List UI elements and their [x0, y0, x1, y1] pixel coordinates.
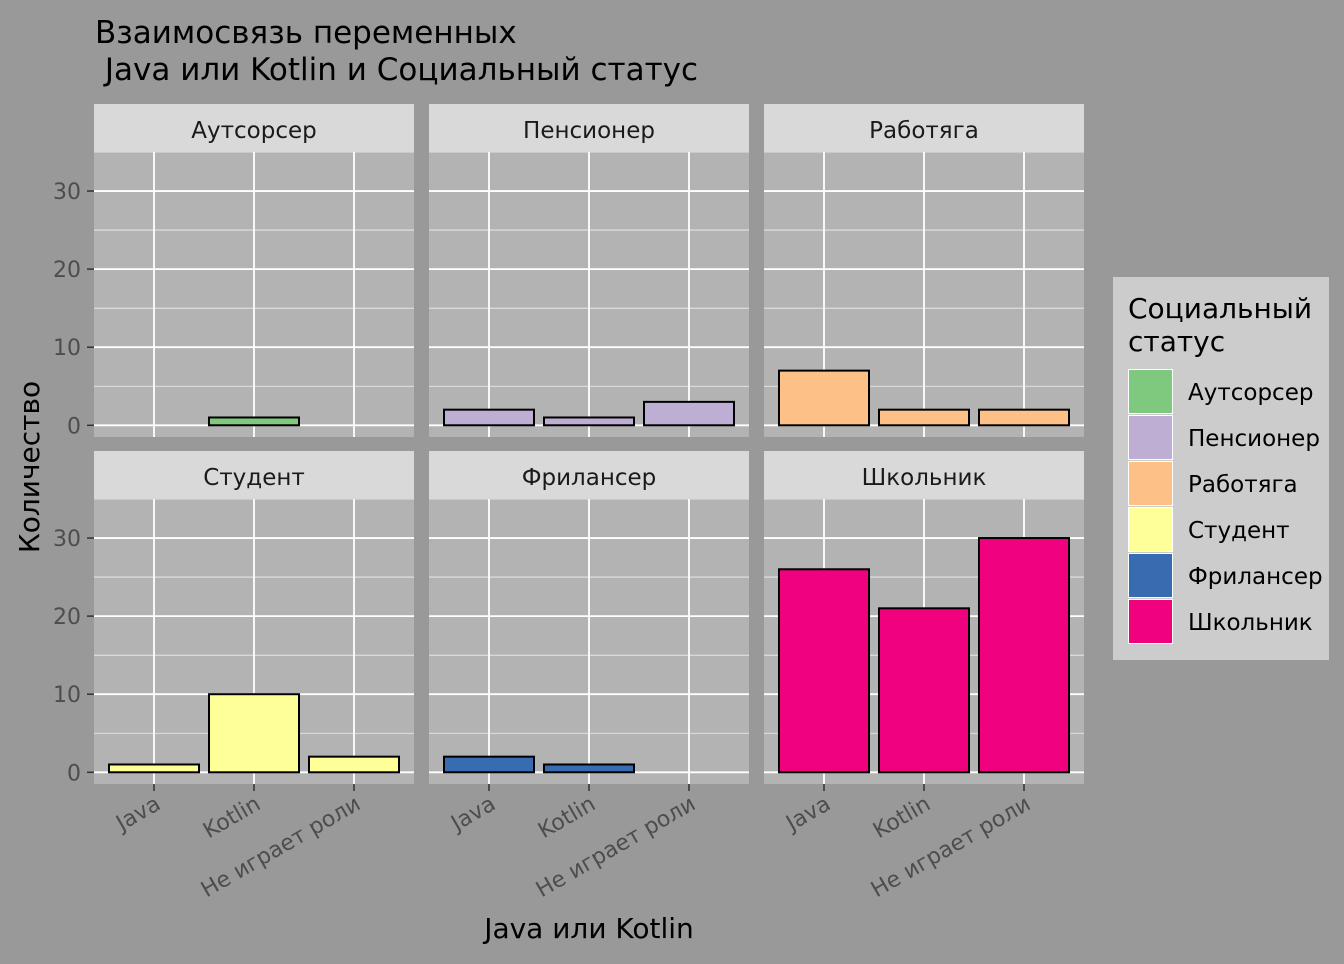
legend-key-студент [1129, 508, 1172, 551]
y-tick-label: 10 [53, 683, 81, 708]
legend-label-фрилансер: Фрилансер [1188, 564, 1323, 590]
facet-strip-аутсорсер [94, 104, 414, 152]
facet-strip-студент [94, 451, 414, 499]
y-axis-title: Количество [13, 381, 46, 553]
y-tick-label: 0 [67, 414, 81, 439]
bar-пенсионер-kotlin [543, 416, 635, 427]
facet-panels: Аутсорсер Пенсионер Работяга Студент Фриланс… [94, 104, 1084, 784]
facet-strip-фрилансер [429, 451, 749, 499]
y-tick-label: 20 [53, 258, 81, 283]
bar-фрилансер-java [443, 755, 535, 774]
legend: Социальный статус Аутсорсер Пенсионер Рабо… [1113, 277, 1329, 660]
legend-key-работяга [1129, 462, 1172, 505]
bar-работяга-java [778, 369, 870, 427]
bar-школьник-не-играет-роли [978, 537, 1070, 774]
facet-strip-пенсионер [429, 104, 749, 152]
bar-фрилансер-kotlin [543, 763, 635, 774]
legend-key-пенсионер [1129, 416, 1172, 459]
facet-label-фрилансер: Фрилансер [522, 465, 657, 491]
legend-label-работяга: Работяга [1188, 472, 1298, 498]
legend-title-line-1: Социальный [1128, 292, 1312, 325]
legend-key-фрилансер [1129, 554, 1172, 597]
y-tick-label: 30 [53, 527, 81, 552]
bar-пенсионер-не-играет-роли [643, 400, 735, 427]
bar-студент-не-играет-роли [308, 755, 400, 774]
facet-label-работяга: Работяга [869, 118, 979, 144]
legend-key-аутсорсер [1129, 370, 1172, 413]
legend-key-школьник [1129, 600, 1172, 643]
bar-работяга-не-играет-роли [978, 408, 1070, 427]
legend-label-школьник: Школьник [1188, 610, 1313, 636]
y-tick-label: 0 [67, 761, 81, 786]
legend-label-студент: Студент [1188, 518, 1290, 544]
legend-items: Аутсорсер Пенсионер Работяга Студент Фриланс… [1128, 369, 1323, 644]
facet-label-студент: Студент [203, 465, 305, 491]
y-tick-label: 30 [53, 180, 81, 205]
facet-strip-школьник [764, 451, 1084, 499]
legend-label-пенсионер: Пенсионер [1188, 426, 1320, 452]
x-axis-title: Java или Kotlin [482, 912, 694, 945]
bar-работяга-kotlin [878, 408, 970, 427]
legend-label-аутсорсер: Аутсорсер [1188, 380, 1313, 406]
facet-label-школьник: Школьник [862, 465, 987, 491]
bar-пенсионер-java [443, 408, 535, 427]
bar-студент-kotlin [208, 693, 300, 774]
bar-школьник-kotlin [878, 607, 970, 774]
facet-label-пенсионер: Пенсионер [523, 118, 655, 144]
facet-label-аутсорсер: Аутсорсер [191, 118, 316, 144]
bar-аутсорсер-kotlin [208, 416, 300, 427]
chart-title-line-2: Java или Kotlin и Социальный статус [95, 52, 698, 88]
facet-strip-работяга [764, 104, 1084, 152]
bar-школьник-java [778, 568, 870, 774]
legend-title-line-2: статус [1128, 325, 1225, 358]
chart-title-line-1: Взаимосвязь переменных [95, 15, 517, 51]
bar-студент-java [108, 763, 200, 774]
y-tick-label: 20 [53, 605, 81, 630]
y-tick-label: 10 [53, 336, 81, 361]
